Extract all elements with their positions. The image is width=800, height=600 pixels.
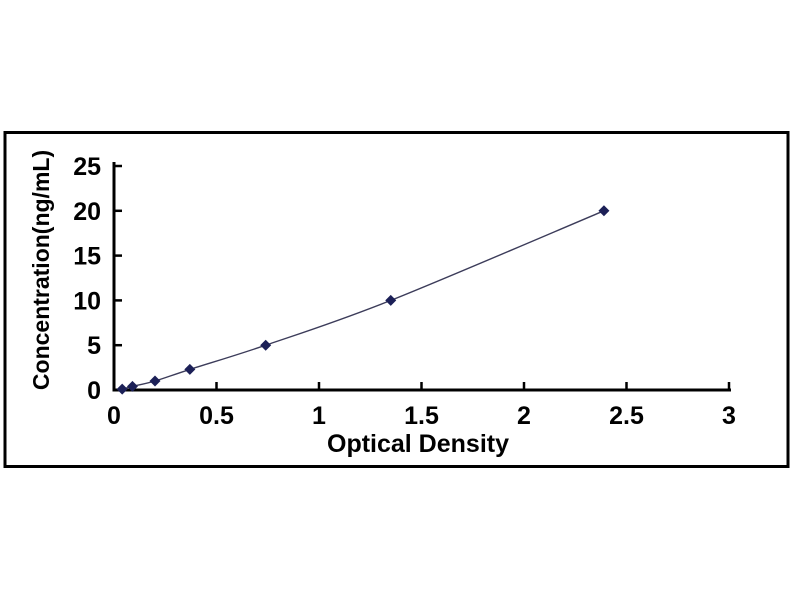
x-tick-label: 2 — [517, 402, 531, 430]
x-tick-label: 1 — [312, 402, 326, 430]
y-tick-label: 5 — [87, 332, 101, 360]
curve-line — [122, 210, 605, 390]
data-point-marker — [126, 380, 138, 392]
chart-frame — [3, 131, 790, 468]
axes: 0 0.5 1 1.5 2 2.5 3 0 5 10 15 20 25 — [73, 153, 736, 430]
x-tick-label: 1.5 — [404, 402, 439, 430]
x-tick-label: 0.5 — [199, 402, 234, 430]
y-tick-label: 25 — [73, 153, 101, 181]
y-tick-label: 0 — [87, 377, 101, 405]
y-axis-title: Concentration(ng/mL) — [28, 150, 54, 390]
y-tick-label: 20 — [73, 198, 101, 226]
x-tick-label: 3 — [722, 402, 736, 430]
data-point-marker — [385, 294, 397, 306]
data-point-marker — [260, 339, 272, 351]
x-tick-label: 2.5 — [609, 402, 644, 430]
data-point-marker — [149, 375, 161, 387]
y-tick-label: 15 — [73, 243, 101, 271]
x-tick-label: 0 — [107, 402, 121, 430]
data-point-marker — [184, 363, 196, 375]
x-axis-title: Optical Density — [327, 430, 509, 458]
data-point-marker — [598, 205, 610, 217]
y-tick-label: 10 — [73, 287, 101, 315]
standard-curve-series — [116, 205, 610, 395]
data-point-marker — [116, 383, 128, 395]
